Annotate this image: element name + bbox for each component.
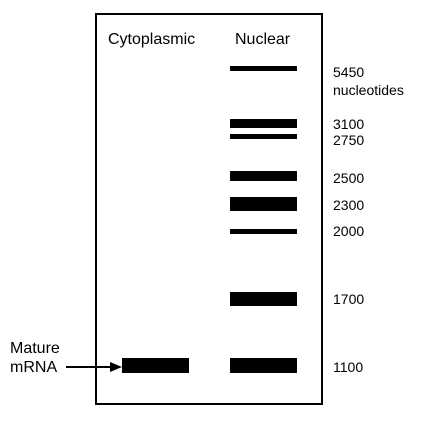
size-label-1100: 1100 (333, 359, 364, 375)
lane-label-cytoplasmic: Cytoplasmic (108, 31, 196, 48)
size-label-2300: 2300 (333, 197, 365, 213)
band-nuclear-1100 (230, 358, 297, 373)
size-label-1700: 1700 (333, 291, 365, 307)
band-cytoplasmic-1100 (122, 358, 189, 373)
size-unit: nucleotides (333, 82, 404, 98)
gel-frame (95, 13, 323, 405)
size-label-2500: 2500 (333, 170, 365, 186)
band-nuclear-2750 (230, 134, 297, 139)
mature-label-line2: mRNA (10, 359, 58, 376)
band-nuclear-2300 (230, 197, 297, 211)
size-label-3100: 3100 (333, 116, 365, 132)
mature-label-line1: Mature (10, 340, 60, 357)
band-nuclear-1700 (230, 292, 297, 306)
mature-mrna-label: Mature mRNA (10, 339, 60, 377)
band-nuclear-2000 (230, 229, 297, 234)
band-nuclear-2500 (230, 171, 297, 181)
band-nuclear-5450 (230, 66, 297, 71)
lane-label-nuclear: Nuclear (235, 31, 291, 48)
size-label-5450: 5450 nucleotides (333, 64, 404, 98)
size-label-2000: 2000 (333, 223, 365, 239)
size-label-2750: 2750 (333, 132, 365, 148)
size-value: 5450 (333, 64, 365, 80)
band-nuclear-3100 (230, 119, 297, 128)
arrow-right-icon (66, 362, 122, 372)
